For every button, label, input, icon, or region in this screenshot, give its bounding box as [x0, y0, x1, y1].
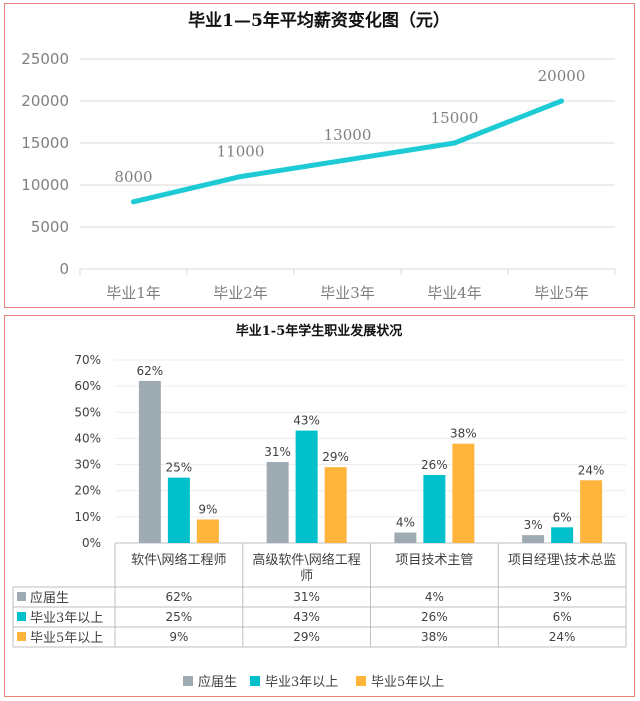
legend-swatch	[250, 676, 260, 686]
data-point	[559, 98, 564, 104]
legend-label: 毕业3年以上	[265, 675, 338, 690]
bar-data-label: 9%	[198, 502, 217, 516]
y-tick-label: 20%	[74, 484, 101, 498]
table-cell: 6%	[553, 610, 572, 624]
bar	[295, 430, 318, 543]
y-tick-label: 0%	[82, 536, 101, 550]
table-cell: 25%	[166, 610, 193, 624]
salary-line-chart-panel: 毕业1—5年平均薪资变化图（元） 0 5000 10000 15000 20000 2500…	[4, 3, 635, 308]
data-label: 15000	[431, 109, 479, 127]
bar	[452, 443, 475, 543]
career-bar-chart: 毕业1-5年学生职业发展状况 0% 10% 20% 30% 40% 50% 60% 70% 62%…	[12, 323, 627, 690]
bar	[167, 477, 190, 543]
y-tick-label: 10%	[74, 510, 101, 524]
y-tick-label: 50%	[74, 405, 101, 419]
table-cell: 4%	[425, 590, 444, 604]
salary-line-chart: 毕业1—5年平均薪资变化图（元） 0 5000 10000 15000 20000 2500…	[21, 10, 616, 302]
data-label: 11000	[217, 143, 265, 161]
salary-line	[131, 98, 564, 205]
bar	[138, 380, 161, 543]
bar-data-label: 6%	[553, 510, 572, 524]
table-cell: 31%	[293, 590, 320, 604]
bar	[324, 467, 347, 543]
bar-data-label: 62%	[137, 364, 164, 378]
table-row-header: 应届生	[30, 590, 69, 606]
career-bar-chart-panel: 毕业1-5年学生职业发展状况 0% 10% 20% 30% 40% 50% 60% 70% 62%…	[4, 315, 635, 697]
table-cell: 62%	[166, 590, 193, 604]
bar	[423, 475, 446, 543]
y-tick-label: 10000	[21, 176, 69, 194]
x-category-label: 毕业5年	[534, 284, 589, 302]
bar-data-label: 4%	[396, 516, 415, 530]
data-label: 13000	[324, 126, 372, 144]
table-row-header: 毕业5年以上	[30, 631, 103, 646]
table-cell: 24%	[549, 630, 576, 644]
table-row-header: 毕业3年以上	[30, 611, 103, 626]
bar-data-label: 31%	[264, 445, 291, 459]
y-tick-label: 20000	[21, 92, 69, 110]
y-tick-label: 60%	[74, 379, 101, 393]
data-point	[238, 174, 243, 180]
x-category-label: 毕业2年	[213, 284, 268, 302]
bar	[266, 461, 289, 543]
x-category-label: 毕业1年	[106, 284, 161, 302]
table-legend-key	[17, 612, 26, 621]
data-label: 20000	[538, 67, 586, 85]
legend-swatch	[183, 676, 193, 686]
chart-title: 毕业1—5年平均薪资变化图（元）	[188, 10, 450, 31]
chart-title: 毕业1-5年学生职业发展状况	[236, 323, 403, 339]
y-tick-label: 0	[59, 260, 69, 278]
bar	[522, 535, 545, 543]
bar	[196, 519, 219, 543]
x-category-label: 高级软件\网络工程师	[252, 552, 360, 584]
legend-label: 应届生	[198, 674, 237, 690]
y-tick-label: 5000	[31, 218, 69, 236]
table-legend-key	[17, 632, 26, 641]
bar	[551, 527, 574, 543]
table-cell: 9%	[169, 630, 188, 644]
x-category-label: 软件\网络工程师	[131, 552, 226, 568]
data-point	[345, 157, 350, 163]
x-category-label: 毕业3年	[320, 284, 375, 302]
bar	[580, 480, 603, 543]
table-legend-key	[17, 592, 26, 601]
bar-data-label: 3%	[524, 518, 543, 532]
y-tick-label: 25000	[21, 50, 69, 68]
table-cell: 43%	[293, 610, 320, 624]
bar-data-label: 43%	[293, 414, 320, 428]
table-cell: 38%	[421, 630, 448, 644]
x-category-label: 项目经理\技术总监	[508, 553, 616, 568]
legend-swatch	[356, 676, 366, 686]
bar-data-label: 24%	[578, 463, 605, 477]
y-tick-label: 40%	[74, 431, 101, 445]
bar-data-label: 38%	[450, 427, 477, 441]
y-tick-label: 15000	[21, 134, 69, 152]
data-label: 8000	[114, 168, 152, 186]
x-category-label: 项目技术主管	[395, 553, 473, 568]
table-cell: 26%	[421, 610, 448, 624]
table-cell: 29%	[293, 630, 320, 644]
y-tick-label: 70%	[74, 353, 101, 367]
y-tick-label: 30%	[74, 458, 101, 472]
bar-data-label: 29%	[322, 450, 349, 464]
x-category-label: 毕业4年	[427, 284, 482, 302]
bar-data-label: 25%	[166, 461, 193, 475]
table-cell: 3%	[553, 590, 572, 604]
data-point	[452, 140, 457, 146]
bar	[394, 532, 417, 543]
data-point	[131, 199, 136, 205]
bar-data-label: 26%	[421, 458, 448, 472]
legend-label: 毕业5年以上	[371, 675, 444, 690]
